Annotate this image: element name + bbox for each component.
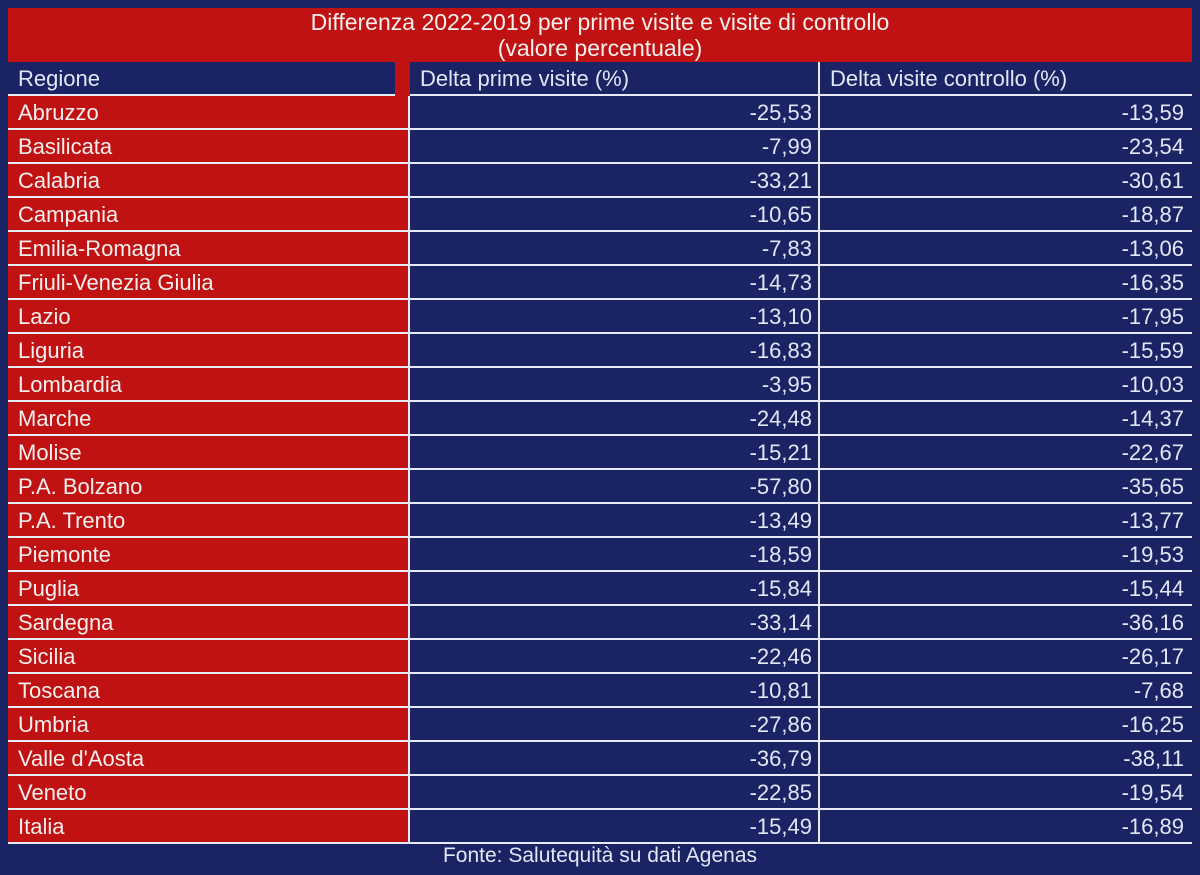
header-row: Regione Delta prime visite (%) Delta vis… [8, 62, 1192, 96]
region-name-cell: Valle d'Aosta [8, 742, 410, 776]
region-name-cell: Molise [8, 436, 410, 470]
region-name-cell: P.A. Bolzano [8, 470, 410, 504]
figure-title: Differenza 2022-2019 per prime visite e … [8, 8, 1192, 62]
delta-prime-visite-cell: -15,49 [410, 810, 820, 844]
delta-prime-visite-cell: -13,49 [410, 504, 820, 538]
delta-visite-controllo-cell: -15,59 [820, 334, 1192, 368]
column-header-regione: Regione [8, 62, 410, 96]
delta-visite-controllo-cell: -23,54 [820, 130, 1192, 164]
delta-prime-visite-cell: -10,65 [410, 198, 820, 232]
delta-prime-visite-cell: -7,83 [410, 232, 820, 266]
delta-prime-visite-cell: -15,21 [410, 436, 820, 470]
region-name-cell: Veneto [8, 776, 410, 810]
delta-prime-visite-cell: -7,99 [410, 130, 820, 164]
region-name-cell: Piemonte [8, 538, 410, 572]
delta-prime-visite-cell: -36,79 [410, 742, 820, 776]
region-name-cell: Friuli-Venezia Giulia [8, 266, 410, 300]
delta-visite-controllo-cell: -36,16 [820, 606, 1192, 640]
delta-visite-controllo-cell: -19,54 [820, 776, 1192, 810]
delta-prime-visite-cell: -15,84 [410, 572, 820, 606]
delta-visite-controllo-cell: -38,11 [820, 742, 1192, 776]
region-name-cell: Sardegna [8, 606, 410, 640]
title-line1: Differenza 2022-2019 per prime visite e … [310, 9, 890, 35]
region-name-cell: Marche [8, 402, 410, 436]
delta-visite-controllo-cell: -18,87 [820, 198, 1192, 232]
region-name-cell: P.A. Trento [8, 504, 410, 538]
delta-visite-controllo-cell: -15,44 [820, 572, 1192, 606]
delta-prime-visite-cell: -33,21 [410, 164, 820, 198]
delta-visite-controllo-cell: -30,61 [820, 164, 1192, 198]
delta-visite-controllo-cell: -16,89 [820, 810, 1192, 844]
delta-visite-controllo-cell: -13,06 [820, 232, 1192, 266]
region-name-cell: Lombardia [8, 368, 410, 402]
table-body: Abruzzo -25,53 -13,59 Basilicata -7,99 -… [8, 96, 1192, 844]
region-name-cell: Calabria [8, 164, 410, 198]
delta-prime-visite-cell: -25,53 [410, 96, 820, 130]
region-name-cell: Campania [8, 198, 410, 232]
delta-visite-controllo-cell: -13,77 [820, 504, 1192, 538]
region-name-cell: Toscana [8, 674, 410, 708]
column-header-delta-visite-controllo: Delta visite controllo (%) [820, 62, 1192, 96]
delta-visite-controllo-cell: -7,68 [820, 674, 1192, 708]
region-name-cell: Umbria [8, 708, 410, 742]
region-name-cell: Liguria [8, 334, 410, 368]
region-name-cell: Lazio [8, 300, 410, 334]
region-name-cell: Puglia [8, 572, 410, 606]
delta-prime-visite-cell: -10,81 [410, 674, 820, 708]
title-line2: (valore percentuale) [497, 35, 703, 61]
delta-prime-visite-cell: -16,83 [410, 334, 820, 368]
delta-prime-visite-cell: -22,85 [410, 776, 820, 810]
delta-prime-visite-cell: -14,73 [410, 266, 820, 300]
delta-visite-controllo-cell: -22,67 [820, 436, 1192, 470]
delta-visite-controllo-cell: -14,37 [820, 402, 1192, 436]
region-name-cell: Emilia-Romagna [8, 232, 410, 266]
delta-prime-visite-cell: -13,10 [410, 300, 820, 334]
delta-visite-controllo-cell: -17,95 [820, 300, 1192, 334]
delta-visite-controllo-cell: -35,65 [820, 470, 1192, 504]
delta-prime-visite-cell: -22,46 [410, 640, 820, 674]
delta-prime-visite-cell: -18,59 [410, 538, 820, 572]
delta-prime-visite-cell: -33,14 [410, 606, 820, 640]
delta-prime-visite-cell: -57,80 [410, 470, 820, 504]
region-name-cell: Italia [8, 810, 410, 844]
delta-prime-visite-cell: -27,86 [410, 708, 820, 742]
region-name-cell: Sicilia [8, 640, 410, 674]
delta-visite-controllo-cell: -16,35 [820, 266, 1192, 300]
delta-visite-controllo-cell: -19,53 [820, 538, 1192, 572]
region-name-cell: Basilicata [8, 130, 410, 164]
delta-prime-visite-cell: -3,95 [410, 368, 820, 402]
delta-prime-visite-cell: -24,48 [410, 402, 820, 436]
source-note: Fonte: Salutequità su dati Agenas [8, 844, 1192, 868]
delta-visite-controllo-cell: -10,03 [820, 368, 1192, 402]
column-header-delta-prime-visite: Delta prime visite (%) [410, 62, 820, 96]
delta-visite-controllo-cell: -16,25 [820, 708, 1192, 742]
delta-visite-controllo-cell: -26,17 [820, 640, 1192, 674]
delta-visite-controllo-cell: -13,59 [820, 96, 1192, 130]
region-name-cell: Abruzzo [8, 96, 410, 130]
